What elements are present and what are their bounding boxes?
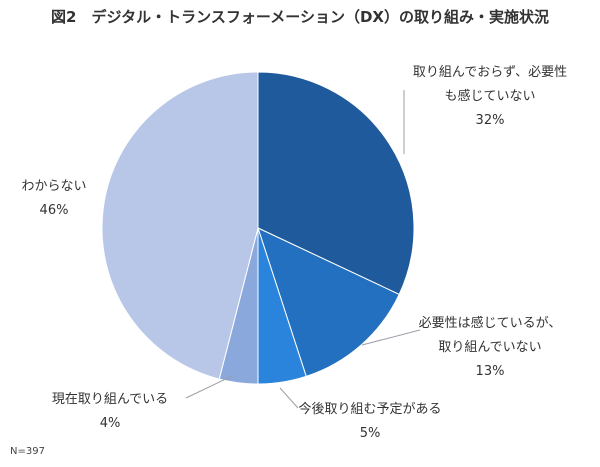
- chart-title: 図2 デジタル・トランスフォーメーション（DX）の取り組み・実施状況: [51, 8, 549, 26]
- leader-line-1: [361, 329, 421, 346]
- pie-slice-0: [257, 71, 415, 296]
- leader-line-2: [279, 387, 299, 409]
- slice-label-0-line-0: 取り組んでおらず、必要性: [413, 65, 567, 80]
- slice-value-label-1: 13%: [476, 364, 505, 379]
- leader-line-3: [185, 375, 233, 399]
- slice-value-label-2: 5%: [360, 426, 381, 441]
- slice-label-3-line-0: 現在取り組んでいる: [52, 392, 168, 407]
- slice-label-1-line-1: 取り組んでいない: [438, 340, 541, 355]
- slice-label-0-line-1: も感じていない: [444, 88, 535, 104]
- pie-slice-1: [257, 227, 400, 377]
- slice-label-1-line-0: 必要性は感じているが、: [419, 315, 562, 331]
- sample-size-note: N=397: [10, 446, 45, 457]
- slice-label-2-line-0: 今後取り組む予定がある: [298, 401, 441, 417]
- slice-value-label-3: 4%: [100, 416, 121, 431]
- slice-label-4-line-0: わからない: [21, 179, 86, 194]
- pie-slice-4: [101, 71, 259, 380]
- slice-value-label-0: 32%: [476, 113, 505, 128]
- slice-value-label-4: 46%: [40, 203, 69, 218]
